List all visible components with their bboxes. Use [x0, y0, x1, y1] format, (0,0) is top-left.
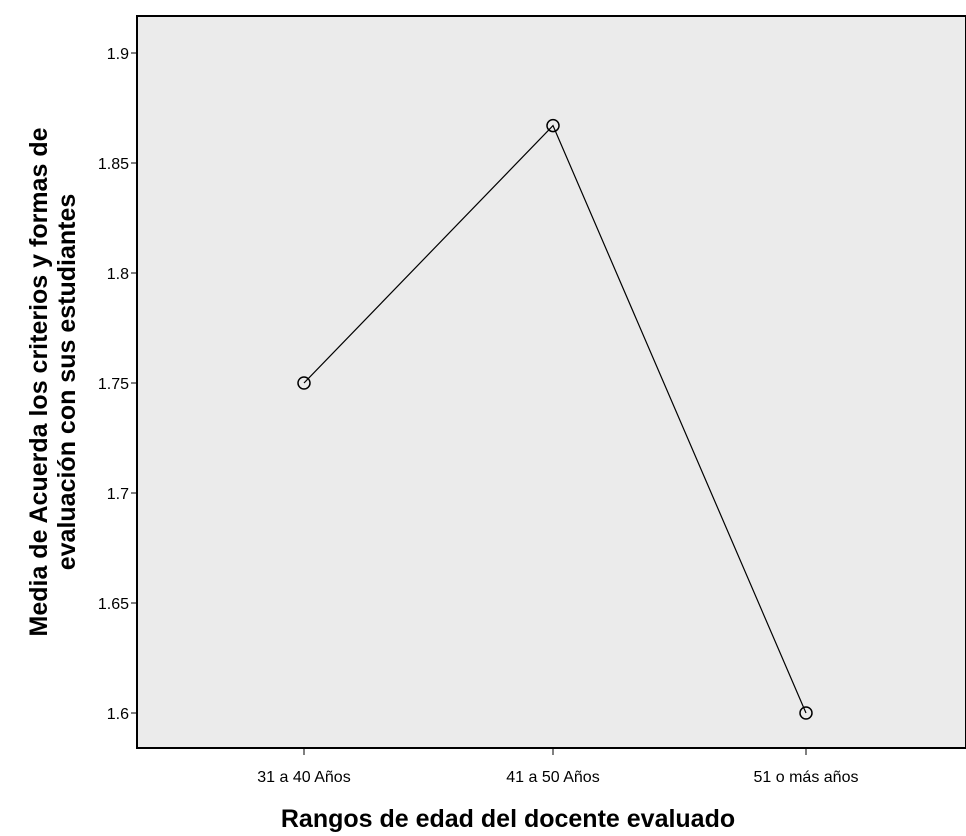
y-tick-label: 1.6: [107, 706, 129, 723]
y-axis-title-line2: evaluación con sus estudiantes: [53, 194, 81, 571]
y-tick-label: 1.85: [98, 156, 129, 173]
x-tick-label: 31 a 40 Años: [257, 769, 350, 786]
data-point-marker: [799, 706, 813, 720]
y-tick-label: 1.8: [107, 266, 129, 283]
y-tick-label: 1.9: [107, 46, 129, 63]
x-tick-label: 51 o más años: [754, 769, 859, 786]
y-tick-label: 1.7: [107, 486, 129, 503]
x-tick-label: 41 a 50 Años: [506, 769, 599, 786]
series-line: [303, 124, 807, 714]
x-axis-title: Rangos de edad del docente evaluado: [281, 805, 735, 833]
y-tick-label: 1.75: [98, 376, 129, 393]
x-axis: 31 a 40 Años 41 a 50 Años 51 o más años: [257, 748, 858, 786]
y-axis-title-line1: Media de Acuerda los criterios y formas …: [25, 127, 53, 636]
y-tick-label: 1.65: [98, 596, 129, 613]
plot-area: [136, 15, 966, 749]
series-layer: [297, 118, 813, 720]
data-point-marker: [546, 118, 560, 133]
data-point-marker: [297, 376, 311, 390]
y-axis: 1.6 1.65 1.7 1.75 1.8 1.85 1.9: [98, 46, 137, 723]
